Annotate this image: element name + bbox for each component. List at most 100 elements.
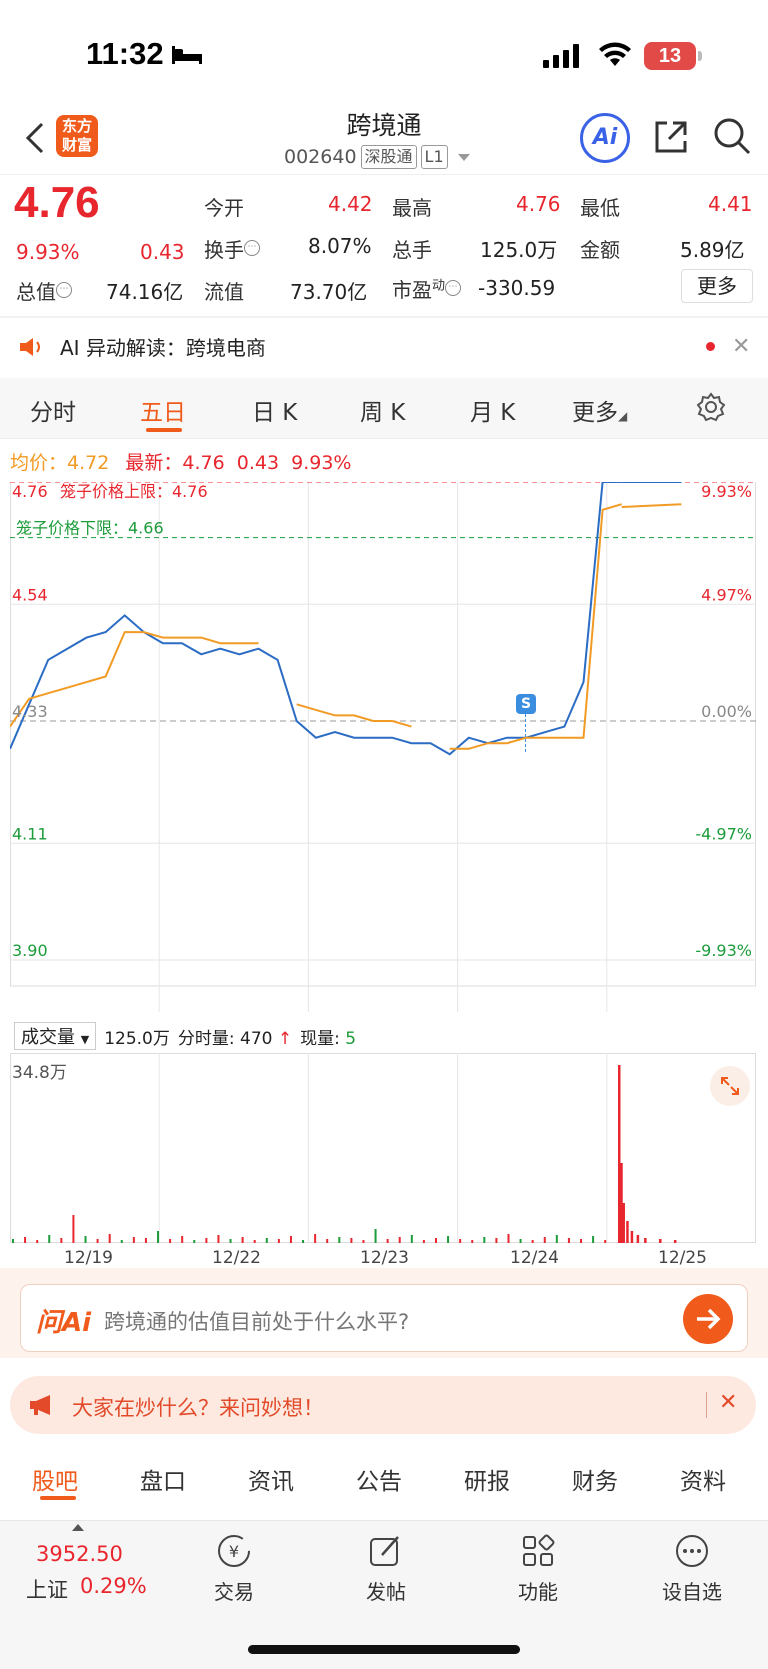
volume-bar bbox=[422, 1240, 425, 1243]
y-axis-tick-left: 4.33 bbox=[12, 702, 48, 721]
tab-announcements[interactable]: 公告 bbox=[356, 1469, 402, 1495]
search-icon[interactable] bbox=[712, 116, 752, 156]
tab-finance[interactable]: 财务 bbox=[572, 1469, 618, 1495]
volume-bar bbox=[434, 1238, 437, 1243]
functions-label[interactable]: 功能 bbox=[518, 1580, 558, 1604]
more-quote-button[interactable]: 更多 bbox=[681, 269, 753, 303]
hot-topic-banner[interactable] bbox=[10, 1376, 756, 1434]
volume-bar bbox=[253, 1240, 256, 1243]
hot-topic-text[interactable]: 大家在炒什么？来问妙想！ bbox=[72, 1396, 324, 1420]
tab-forum[interactable]: 股吧 bbox=[32, 1469, 78, 1495]
volume-bar bbox=[132, 1237, 135, 1243]
volume-bar bbox=[622, 1203, 625, 1243]
low-value: 4.41 bbox=[708, 192, 753, 216]
volume-bar bbox=[205, 1238, 208, 1243]
volume-bar bbox=[36, 1240, 39, 1243]
share-icon[interactable] bbox=[651, 117, 691, 157]
close-icon[interactable]: ✕ bbox=[719, 1390, 738, 1415]
y-axis-tick-right: 9.93% bbox=[701, 482, 752, 501]
ask-ai-prompt[interactable]: 跨境通的估值目前处于什么水平? bbox=[104, 1310, 410, 1334]
volume-bar bbox=[495, 1238, 498, 1243]
tab-research[interactable]: 研报 bbox=[464, 1469, 510, 1495]
volume-header: 成交量 ▼ 125.0万 分时量: 470 ↑ 现量: 5 bbox=[14, 1022, 356, 1050]
info-dots-icon[interactable]: ⋯ bbox=[244, 240, 260, 257]
volume-bar bbox=[636, 1235, 640, 1243]
speaker-icon bbox=[20, 338, 40, 356]
trade-icon[interactable]: ¥ bbox=[214, 1531, 254, 1571]
functions-icon[interactable] bbox=[518, 1531, 558, 1571]
amount-label: 金额 bbox=[580, 238, 620, 262]
series-price-line bbox=[10, 482, 622, 756]
add-watchlist-label[interactable]: 设自选 bbox=[662, 1580, 722, 1604]
tab-orderbook[interactable]: 盘口 bbox=[140, 1469, 186, 1495]
volume-bar bbox=[459, 1239, 462, 1243]
info-dots-icon[interactable]: ⋯ bbox=[445, 280, 462, 297]
post-label[interactable]: 发帖 bbox=[366, 1580, 406, 1604]
stock-code: 002640 bbox=[284, 146, 357, 168]
divider bbox=[0, 438, 768, 439]
volume-bar bbox=[289, 1236, 292, 1243]
trade-label[interactable]: 交易 bbox=[214, 1580, 254, 1604]
stock-code-selector[interactable]: 002640 深股通 L1 bbox=[284, 145, 470, 169]
volume-bar bbox=[12, 1239, 14, 1243]
post-icon[interactable] bbox=[366, 1531, 406, 1571]
market-tag: 深股通 bbox=[360, 145, 417, 169]
tab-weekly-k[interactable]: 周 K bbox=[360, 400, 406, 426]
index-value[interactable]: 3952.50 bbox=[36, 1542, 123, 1566]
level-tag: L1 bbox=[420, 145, 448, 169]
volume-bar bbox=[620, 1163, 623, 1243]
volume-bar bbox=[169, 1239, 172, 1243]
close-icon[interactable]: ✕ bbox=[732, 334, 751, 359]
ask-submit-button[interactable] bbox=[683, 1294, 733, 1344]
info-dots-icon[interactable]: ⋯ bbox=[56, 282, 72, 299]
index-name[interactable]: 上证 bbox=[26, 1578, 68, 1602]
ai-insight-text[interactable]: AI 异动解读：跨境电商 bbox=[60, 336, 266, 360]
ai-assistant-button[interactable]: Ai bbox=[580, 113, 630, 163]
volume-bar bbox=[630, 1231, 634, 1243]
y-axis-tick-right: 0.00% bbox=[701, 702, 752, 721]
volume-bar bbox=[507, 1234, 510, 1243]
volume-bar bbox=[471, 1240, 474, 1243]
tab-news[interactable]: 资讯 bbox=[248, 1469, 294, 1495]
chevron-up-icon[interactable] bbox=[72, 1524, 84, 1531]
y-axis-tick-left: 4.11 bbox=[12, 824, 48, 843]
volume-bar bbox=[483, 1237, 486, 1243]
tab-five-day[interactable]: 五日 bbox=[140, 400, 186, 426]
volume-bar bbox=[338, 1237, 341, 1243]
volume-bar bbox=[314, 1234, 317, 1243]
home-indicator bbox=[248, 1645, 520, 1654]
tab-daily-k[interactable]: 日 K bbox=[252, 400, 298, 426]
stock-name-title: 跨境通 bbox=[346, 111, 422, 140]
tab-intraday[interactable]: 分时 bbox=[30, 400, 76, 426]
add-watchlist-icon[interactable] bbox=[672, 1531, 712, 1571]
tab-more[interactable]: 更多◢ bbox=[572, 400, 628, 426]
change-pct: 9.93% bbox=[16, 240, 80, 264]
indicator-select[interactable]: 成交量 ▼ bbox=[14, 1022, 97, 1050]
y-axis-tick-right: 4.97% bbox=[701, 585, 752, 604]
volume-bar bbox=[108, 1234, 111, 1243]
five-day-price-chart[interactable]: 4.76 4.54 4.33 4.11 3.90 9.93% 4.97% 0.00% -4.97… bbox=[10, 482, 756, 1020]
bottom-toolbar bbox=[0, 1520, 768, 1669]
amount-value: 5.89亿 bbox=[680, 238, 745, 262]
event-marker-icon[interactable]: S bbox=[516, 694, 536, 714]
back-arrow-icon[interactable] bbox=[20, 118, 50, 158]
volume-bar bbox=[617, 1065, 621, 1243]
mktcap-value: 74.16亿 bbox=[106, 280, 184, 304]
volume-bar bbox=[229, 1239, 232, 1243]
date-label: 12/25 bbox=[658, 1248, 707, 1268]
gear-icon[interactable] bbox=[696, 392, 726, 422]
tab-monthly-k[interactable]: 月 K bbox=[470, 400, 516, 426]
index-pct[interactable]: 0.29% bbox=[80, 1574, 147, 1598]
expand-icon[interactable] bbox=[710, 1066, 750, 1106]
pe-value: -330.59 bbox=[478, 276, 556, 300]
ask-ai-box[interactable] bbox=[20, 1284, 748, 1352]
tab-profile[interactable]: 资料 bbox=[680, 1469, 726, 1495]
active-tab-indicator bbox=[146, 428, 182, 432]
volume-bar bbox=[120, 1240, 123, 1243]
unread-dot bbox=[706, 342, 715, 351]
open-label: 今开 bbox=[204, 196, 244, 220]
date-label: 12/19 bbox=[64, 1248, 113, 1268]
ask-ai-logo: 问Ai bbox=[36, 1308, 92, 1338]
volume-chart[interactable] bbox=[10, 1053, 756, 1243]
volume-bar bbox=[543, 1237, 546, 1243]
